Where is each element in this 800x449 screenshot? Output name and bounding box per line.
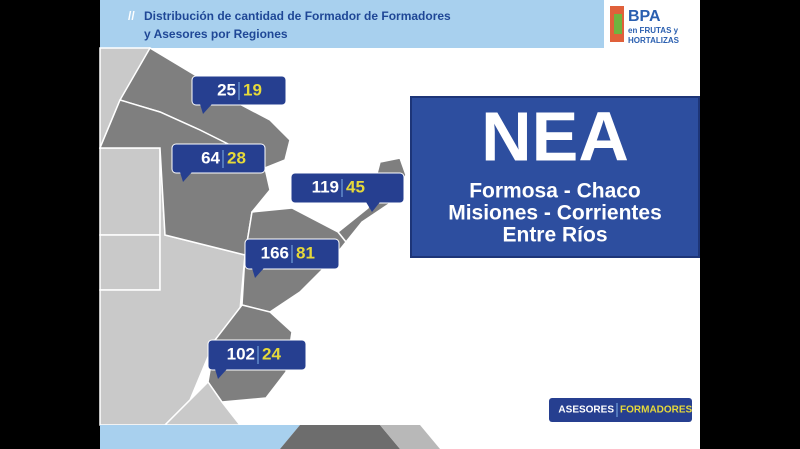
callout-pointer <box>366 202 380 212</box>
callout-box <box>171 143 266 174</box>
asesores-value: 119 <box>312 177 339 196</box>
region-name: NEA <box>481 97 629 175</box>
asesores-value: 64 <box>201 148 220 167</box>
footer-stripes <box>100 425 700 449</box>
formadores-value: 24 <box>262 344 281 363</box>
callout-box <box>207 339 307 371</box>
legend-box <box>549 398 692 422</box>
stripe <box>280 425 400 449</box>
callout: 166 81 <box>244 238 340 278</box>
callout: 25 19 <box>191 75 287 114</box>
callout: 64 28 <box>171 143 266 182</box>
stripe <box>380 425 440 449</box>
callout: 119 45 <box>290 172 405 212</box>
logo-icon <box>614 14 622 34</box>
callout: 102 24 <box>207 339 307 379</box>
callout-pointer <box>200 104 212 114</box>
legend-formadores: FORMADORES <box>620 405 693 416</box>
province <box>99 147 161 236</box>
region-box <box>410 96 700 258</box>
logo-brand: BPA <box>628 8 661 25</box>
province <box>99 234 161 291</box>
formadores-value: 81 <box>296 243 315 262</box>
province-line: Formosa - Chaco <box>469 180 641 203</box>
formadores-value: 28 <box>227 148 246 167</box>
asesores-value: 166 <box>261 243 289 262</box>
asesores-value: 102 <box>227 344 255 363</box>
callouts: 25 19 64 28 119 45 166 81 10 <box>171 75 405 379</box>
title-line: Distribución de cantidad de Formador de … <box>144 9 451 23</box>
callout-pointer <box>215 369 227 379</box>
formadores-value: 45 <box>346 177 365 196</box>
callout-box <box>290 172 405 204</box>
asesores-value: 25 <box>217 80 236 99</box>
province-line: Entre Ríos <box>502 224 607 247</box>
legend-asesores: ASESORES <box>558 405 614 416</box>
title-deco: // <box>128 9 135 23</box>
title-line: y Asesores por Regiones <box>144 27 288 41</box>
logo-tagline: en FRUTAS y <box>628 26 679 35</box>
callout-pointer <box>180 172 192 182</box>
logo-tagline: HORTALIZAS <box>628 36 680 45</box>
title-banner <box>100 0 700 48</box>
stripe <box>100 425 300 449</box>
province-line: Misiones - Corrientes <box>448 202 662 225</box>
callout-pointer <box>252 268 264 278</box>
formadores-value: 19 <box>243 80 262 99</box>
